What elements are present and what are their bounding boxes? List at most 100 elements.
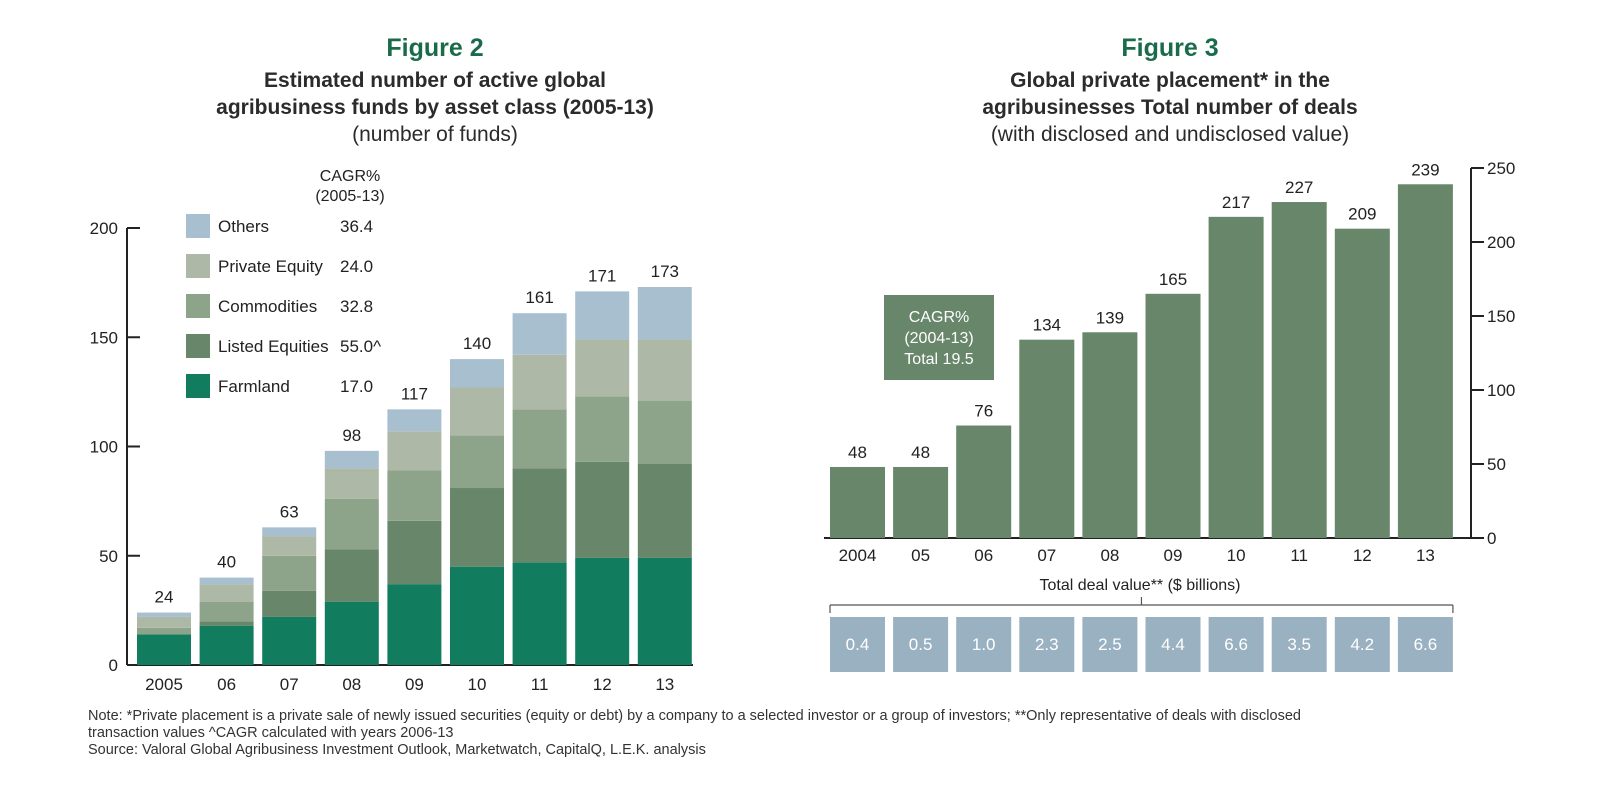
- bar-total-label: 98: [342, 426, 361, 445]
- legend-label: Others: [218, 217, 269, 236]
- legend-swatch: [186, 294, 210, 318]
- cagr-box-line2: (2004-13): [904, 330, 973, 347]
- figure2-title-line1: Estimated number of active global: [264, 69, 606, 92]
- bar-total-label: 161: [525, 288, 553, 307]
- deal-value-box: [830, 617, 885, 672]
- cagr-box-line3: Total 19.5: [904, 351, 973, 368]
- deal-value-label: 4.4: [1161, 635, 1185, 654]
- deal-value-label: 4.2: [1350, 635, 1374, 654]
- x-tick-label: 12: [1353, 546, 1372, 565]
- y-tick-label: 50: [99, 547, 118, 566]
- bar-segment-farmland: [262, 616, 317, 665]
- deal-bar: [1397, 184, 1453, 538]
- bar-segment-listed-equities: [199, 621, 254, 626]
- bar-segment-listed-equities: [575, 461, 630, 558]
- cagr-header-line2: (2005-13): [315, 188, 384, 205]
- x-tick-label: 11: [1290, 546, 1308, 565]
- deal-value-box: [1019, 617, 1075, 672]
- y-tick-label: 200: [1487, 233, 1515, 252]
- deal-bar: [1019, 339, 1075, 538]
- figure2-title-line2: agribusiness funds by asset class (2005-…: [216, 96, 654, 119]
- deal-bar: [1145, 293, 1201, 538]
- x-tick-label: 09: [1164, 546, 1183, 565]
- bar-segment-listed-equities: [512, 468, 567, 563]
- legend-swatch: [186, 374, 210, 398]
- cagr-box: [884, 295, 994, 380]
- figure2-subtitle: (number of funds): [352, 123, 518, 146]
- bar-total-label: 171: [588, 266, 616, 285]
- bar-segment-farmland: [575, 557, 630, 665]
- figure3-chart: CAGR% (2004-13) Total 19.5 Total deal va…: [824, 159, 1515, 672]
- x-tick-label: 13: [1416, 546, 1435, 565]
- bar-segment-commodities: [387, 470, 442, 521]
- deal-bar: [1082, 332, 1138, 538]
- deal-count-label: 227: [1285, 178, 1313, 197]
- deal-value-box: [893, 617, 949, 672]
- deal-bar: [1271, 202, 1327, 539]
- bar-segment-commodities: [262, 555, 317, 591]
- bar-total-label: 117: [401, 384, 428, 403]
- deal-count-label: 165: [1159, 270, 1187, 289]
- figure2-heading: Figure 2 Estimated number of active glob…: [150, 34, 720, 148]
- bar-segment-private-equity: [199, 584, 254, 602]
- y-tick-label: 250: [1487, 159, 1515, 178]
- deal-value-box: [1397, 617, 1453, 672]
- source-line: Source: Valoral Global Agribusiness Inve…: [88, 742, 706, 758]
- legend-swatch: [186, 334, 210, 358]
- bar-segment-private-equity: [387, 431, 442, 471]
- bar-segment-commodities: [324, 498, 379, 550]
- x-tick-label: 2005: [145, 675, 183, 694]
- y-tick-label: 150: [90, 328, 118, 347]
- deal-count-label: 139: [1096, 308, 1124, 327]
- x-tick-label: 11: [531, 675, 549, 694]
- bar-segment-private-equity: [637, 339, 692, 401]
- x-tick-label: 06: [217, 675, 236, 694]
- x-tick-label: 08: [342, 675, 361, 694]
- deal-value-label: 2.5: [1098, 635, 1122, 654]
- deal-count-label: 76: [974, 402, 993, 421]
- bar-segment-others: [575, 291, 630, 340]
- bar-segment-others: [324, 450, 379, 469]
- bar-segment-private-equity: [450, 387, 504, 436]
- legend-label: Private Equity: [218, 257, 323, 276]
- bar-segment-others: [137, 612, 191, 617]
- deal-value-box: [1334, 617, 1390, 672]
- cagr-box-line1: CAGR%: [909, 309, 969, 326]
- bar-segment-farmland: [450, 566, 504, 665]
- legend-label: Commodities: [218, 297, 317, 316]
- x-tick-label: 2004: [839, 546, 877, 565]
- deal-count-label: 209: [1348, 205, 1376, 224]
- deal-bar: [830, 466, 885, 538]
- y-tick-label: 150: [1487, 307, 1515, 326]
- bar-total-label: 40: [217, 553, 236, 572]
- legend-cagr-value: 32.8: [340, 297, 373, 316]
- bar-segment-listed-equities: [262, 590, 317, 617]
- bar-segment-commodities: [450, 435, 504, 489]
- deal-value-label: 6.6: [1414, 635, 1438, 654]
- legend-cagr-value: 17.0: [340, 377, 373, 396]
- bar-segment-private-equity: [512, 354, 567, 410]
- bar-segment-farmland: [137, 634, 191, 665]
- bar-segment-others: [387, 409, 442, 432]
- figure3-subtitle: (with disclosed and undisclosed value): [990, 123, 1350, 146]
- figure3-heading: Figure 3 Global private placement* in th…: [930, 34, 1410, 148]
- x-tick-label: 10: [1227, 546, 1246, 565]
- bar-segment-listed-equities: [387, 520, 442, 585]
- bar-segment-commodities: [637, 400, 692, 464]
- deal-bar: [893, 466, 949, 538]
- bar-total-label: 24: [155, 588, 174, 607]
- bar-segment-private-equity: [262, 536, 317, 556]
- note-line2: transaction values ^CAGR calculated with…: [88, 725, 454, 741]
- deal-value-box: [956, 617, 1012, 672]
- bar-segment-farmland: [637, 557, 692, 665]
- y-tick-label: 0: [1487, 529, 1496, 548]
- x-tick-label: 12: [593, 675, 612, 694]
- cagr-header-line1: CAGR%: [320, 168, 380, 185]
- legend-cagr-value: 55.0^: [340, 337, 381, 356]
- note-line1: Note: *Private placement is a private sa…: [88, 708, 1301, 724]
- bar-segment-others: [450, 359, 504, 388]
- legend-label: Listed Equities: [218, 337, 329, 356]
- x-tick-label: 07: [280, 675, 299, 694]
- deal-count-label: 48: [848, 443, 867, 462]
